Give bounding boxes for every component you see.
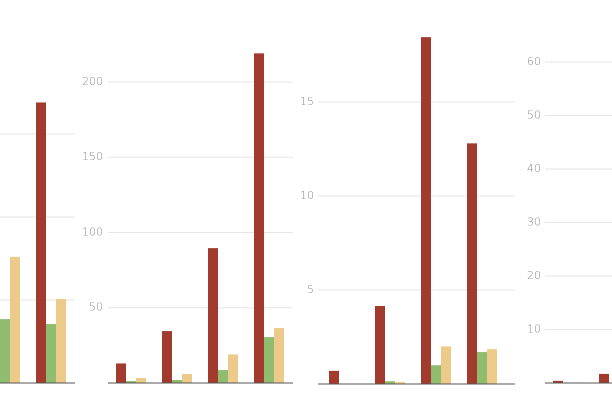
bar — [228, 354, 238, 383]
bar — [441, 346, 451, 384]
bar — [56, 299, 66, 383]
y-tick-label: 30 — [527, 216, 541, 229]
y-tick-label: 60 — [527, 55, 541, 68]
bar — [0, 319, 10, 383]
bar — [421, 37, 431, 384]
y-tick-label: 200 — [82, 75, 103, 88]
bar — [116, 363, 126, 383]
bar — [431, 365, 441, 384]
y-tick-label: 20 — [527, 269, 541, 282]
bar — [36, 102, 46, 384]
bar — [477, 352, 487, 384]
bar — [375, 305, 385, 384]
bar — [395, 382, 405, 384]
bar — [172, 379, 182, 383]
y-tick-label: 15 — [300, 95, 314, 108]
bar — [553, 380, 563, 383]
bar — [162, 331, 172, 383]
bar — [385, 381, 395, 384]
y-tick-label: 10 — [300, 189, 314, 202]
y-tick-label: 10 — [527, 323, 541, 336]
bar — [10, 256, 20, 383]
bar — [487, 349, 497, 384]
bar — [264, 337, 274, 383]
y-tick-label: 5 — [307, 283, 314, 296]
bar — [254, 53, 264, 383]
y-tick-label: 100 — [82, 225, 103, 238]
bar — [46, 324, 56, 383]
y-tick-label: 50 — [527, 109, 541, 122]
bar — [467, 143, 477, 384]
bar — [329, 370, 339, 384]
y-tick-label: 150 — [82, 150, 103, 163]
bar — [136, 378, 146, 383]
bar — [274, 328, 284, 383]
y-tick-label: 50 — [89, 301, 103, 314]
bar — [599, 373, 609, 383]
bar — [126, 381, 136, 383]
y-tick-label: 40 — [527, 162, 541, 175]
bar — [182, 373, 192, 383]
bar — [218, 370, 228, 383]
bar — [208, 248, 218, 383]
